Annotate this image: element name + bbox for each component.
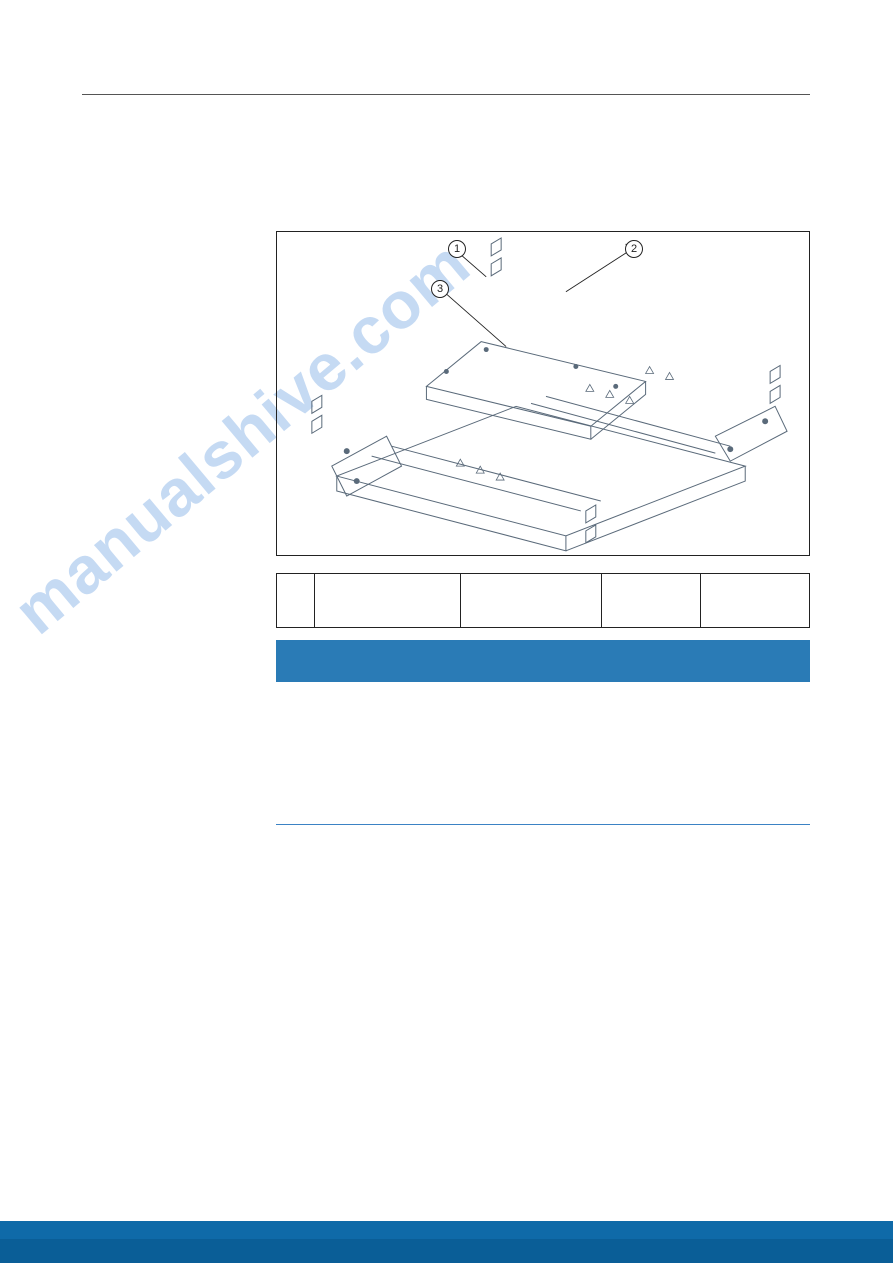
callout-3-label: 3 [437, 283, 443, 295]
table-cell [460, 574, 601, 628]
footer-bar-bottom [0, 1239, 893, 1263]
parts-table [276, 573, 810, 628]
table-row [277, 574, 810, 628]
top-rule [82, 94, 810, 95]
table-cell [314, 574, 460, 628]
callout-2: 2 [625, 240, 643, 258]
callout-2-label: 2 [631, 243, 637, 255]
callout-3: 3 [431, 280, 449, 298]
callout-1: 1 [448, 240, 466, 258]
page: manualshive.com [0, 0, 893, 1263]
mid-rule [276, 824, 810, 825]
table-cell [277, 574, 315, 628]
figure-box [276, 231, 810, 556]
table-cell [602, 574, 701, 628]
table-cell [701, 574, 810, 628]
footer [0, 1221, 893, 1263]
technical-drawing [277, 232, 809, 556]
callout-1-label: 1 [454, 243, 460, 255]
section-header-bar [276, 640, 810, 682]
